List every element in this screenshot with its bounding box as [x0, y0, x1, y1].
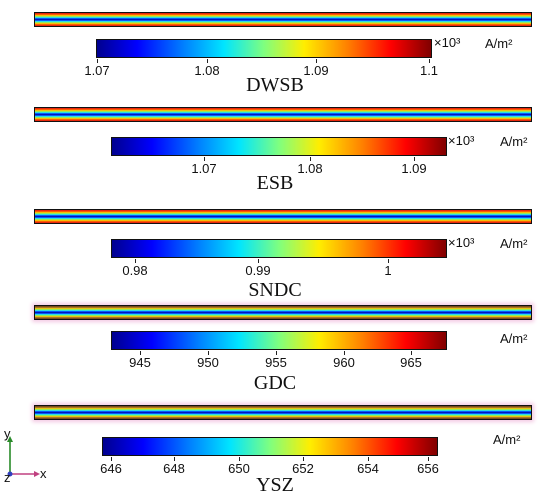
current-density-strip — [34, 209, 532, 224]
current-density-strip — [34, 107, 532, 122]
colorbar-multiplier: ×10³ — [448, 133, 475, 148]
axis-label-y: y — [4, 426, 11, 441]
unit-label: A/m² — [500, 236, 528, 251]
colorbar-multiplier: ×10³ — [434, 35, 461, 50]
colorbar-tick-label: 648 — [163, 461, 185, 476]
axis-label-z: z — [4, 470, 11, 485]
unit-label: A/m² — [500, 331, 528, 346]
unit-label: A/m² — [485, 36, 513, 51]
colorbar-tick-label: 650 — [228, 461, 250, 476]
unit-label: A/m² — [493, 432, 521, 447]
colorbar-multiplier: ×10³ — [448, 235, 475, 250]
axis-label-x: x — [40, 466, 47, 481]
colorbar-tick-label: 652 — [292, 461, 314, 476]
colorbar-tick-label: 646 — [100, 461, 122, 476]
colorbar-tick-label: 1.07 — [84, 63, 110, 78]
colorbar-tick-label: 1.08 — [297, 161, 323, 176]
colorbar: 1.07 1.08 1.09 — [111, 137, 447, 176]
panel-label: GDC — [253, 372, 297, 394]
unit-label: A/m² — [500, 134, 528, 149]
axis-triad-icon — [7, 436, 40, 477]
panel-label: SNDC — [248, 279, 302, 301]
panel-label: YSZ — [256, 474, 294, 496]
colorbar-tick-label: 1 — [384, 263, 392, 278]
colorbar-tick-label: 945 — [129, 355, 151, 370]
colorbar-tick-label: 950 — [197, 355, 219, 370]
colorbar-tick-label: 1.1 — [419, 63, 439, 78]
colorbar-tick-label: 0.98 — [122, 263, 148, 278]
panel-label: DWSB — [246, 74, 304, 96]
colorbar-tick-label: 1.09 — [303, 63, 329, 78]
colorbar-tick-label: 955 — [265, 355, 287, 370]
colorbar: 1.07 1.08 1.09 1.1 — [84, 39, 438, 78]
colorbar: 945 950 955 960 965 — [111, 331, 447, 370]
colorbar-tick-label: 0.99 — [245, 263, 271, 278]
colorbar: 646 648 650 652 654 656 — [100, 437, 439, 476]
current-density-strip — [34, 305, 532, 320]
current-density-strip — [34, 12, 532, 27]
colorbar-tick-label: 1.08 — [194, 63, 220, 78]
colorbar-tick-label: 960 — [333, 355, 355, 370]
colorbar-tick-label: 1.09 — [401, 161, 427, 176]
colorbar-tick-label: 1.07 — [191, 161, 217, 176]
colorbar-tick-label: 654 — [357, 461, 379, 476]
colorbar-tick-label: 656 — [417, 461, 439, 476]
colorbar-tick-label: 965 — [400, 355, 422, 370]
panel-label: ESB — [256, 172, 294, 194]
colorbar: 0.98 0.99 1 — [111, 239, 447, 278]
axis-triad: y x z — [0, 426, 60, 488]
current-density-strip — [34, 405, 532, 420]
